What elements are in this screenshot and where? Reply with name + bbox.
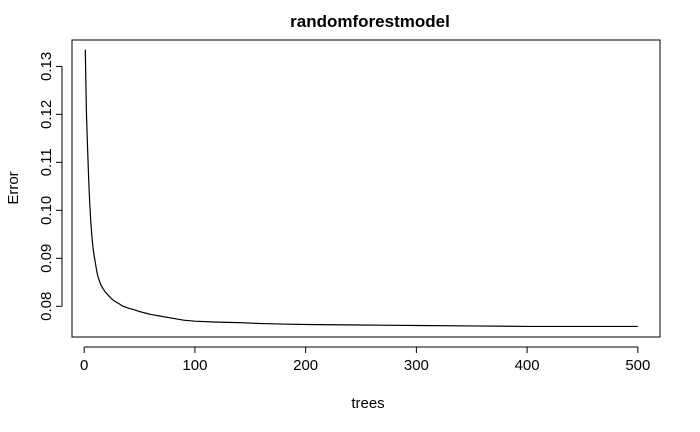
x-axis: 0 100 200 300 400 500 (80, 346, 650, 374)
x-axis-label: trees (351, 395, 384, 412)
error-series-line (84, 49, 638, 328)
x-tick-label: 100 (182, 357, 207, 374)
y-tick-label: 0.10 (38, 196, 55, 225)
y-tick-label: 0.08 (38, 292, 55, 321)
plot-frame (71, 39, 661, 338)
y-tick-label: 0.12 (38, 100, 55, 129)
y-axis: 0.08 0.09 0.10 0.11 0.12 0.13 (38, 52, 63, 321)
x-tick-label: 300 (404, 357, 429, 374)
y-tick-label: 0.11 (38, 148, 55, 176)
y-tick-label: 0.09 (38, 244, 55, 273)
plot-area (84, 49, 638, 328)
x-tick-label: 400 (515, 357, 540, 374)
x-tick-label: 500 (625, 357, 650, 374)
y-tick-label: 0.13 (38, 52, 55, 81)
x-tick-label: 0 (80, 357, 88, 374)
y-axis-label: Error (5, 171, 22, 204)
x-tick-label: 200 (293, 357, 318, 374)
chart-title: randomforestmodel (290, 12, 450, 31)
